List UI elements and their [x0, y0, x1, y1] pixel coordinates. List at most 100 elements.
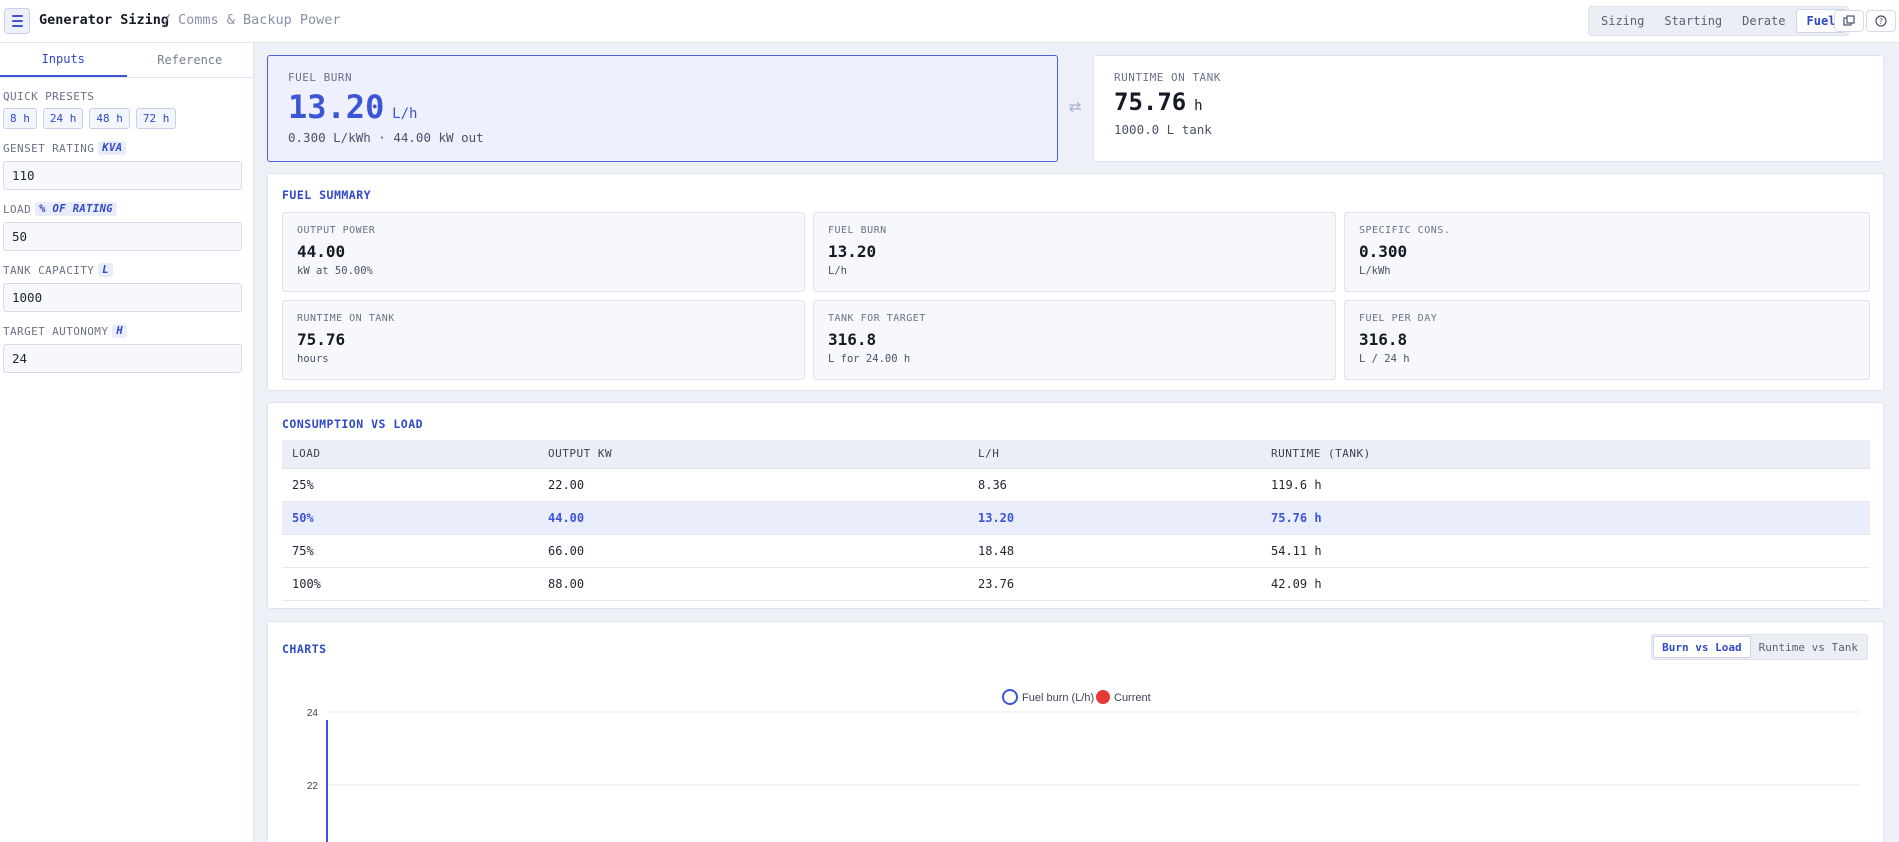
cell: 66.00 [538, 534, 968, 568]
app-header: Generator Sizing / Comms & Backup Power … [0, 0, 1899, 43]
tile-label: TANK FOR TARGET [828, 313, 926, 324]
charts-title: CHARTS [282, 642, 327, 656]
tab-reference[interactable]: Reference [157, 53, 223, 67]
preset-24h-button[interactable]: 24 h [42, 108, 84, 129]
runtime-value: 75.76 [1114, 88, 1187, 116]
tile-sub: L/kWh [1359, 265, 1391, 277]
tile-value: 316.8 [828, 330, 877, 349]
swap-icon[interactable] [1068, 101, 1082, 117]
tile-value: 0.300 [1359, 242, 1408, 261]
col-runtime: RUNTIME (TANK) [1261, 440, 1870, 469]
load-label-text: LOAD [3, 202, 32, 216]
fuel-burn-sub: 0.300 L/kWh · 44.00 kW out [288, 130, 484, 145]
charts-card: CHARTS Burn vs Load Runtime vs Tank Fuel… [267, 621, 1884, 842]
tab-starting[interactable]: Starting [1664, 14, 1723, 28]
target-autonomy-unit: H [112, 324, 128, 338]
y-tick-label: 24 [307, 708, 319, 719]
tank-capacity-input[interactable] [3, 283, 242, 312]
tile-sub: L for 24.00 h [828, 353, 911, 365]
cell: 8.36 [968, 468, 1261, 502]
chart-toggle: Burn vs Load Runtime vs Tank [1651, 634, 1868, 660]
help-icon[interactable]: ? [1866, 10, 1896, 32]
preset-8h-button[interactable]: 8 h [3, 108, 37, 129]
tile-label: RUNTIME ON TANK [297, 313, 395, 324]
breadcrumb-subtitle: Comms & Backup Power [178, 12, 341, 28]
toggle-burn-vs-load[interactable]: Burn vs Load [1653, 636, 1751, 658]
tab-inputs[interactable]: Inputs [0, 43, 127, 77]
copy-icon[interactable] [1834, 10, 1864, 32]
load-unit: % OF RATING [35, 202, 118, 216]
target-autonomy-input[interactable] [3, 344, 242, 373]
legend-fuel-burn-label: Fuel burn (L/h) [1022, 692, 1094, 704]
cell: 22.00 [538, 468, 968, 502]
tile-label: FUEL BURN [828, 225, 887, 236]
load-input[interactable] [3, 222, 242, 251]
preset-buttons: 8 h 24 h 48 h 72 h [3, 108, 250, 129]
table-row[interactable]: 25% 22.00 8.36 119.6 h [282, 468, 1870, 502]
sidebar-tabs: Inputs Reference [0, 43, 253, 78]
tile-runtime-on-tank: RUNTIME ON TANK 75.76 hours [282, 300, 805, 380]
menu-icon[interactable] [4, 8, 30, 34]
sidebar: Inputs Reference QUICK PRESETS 8 h 24 h … [0, 43, 254, 842]
target-autonomy-label-text: TARGET AUTONOMY [3, 324, 109, 338]
tab-derate[interactable]: Derate [1742, 14, 1786, 28]
legend-current-label: Current [1114, 692, 1151, 704]
legend-current-marker [1096, 690, 1110, 704]
consumption-table-wrap: LOAD OUTPUT KW L/H RUNTIME (TANK) 25% 22… [282, 440, 1870, 601]
fuel-summary-title: FUEL SUMMARY [282, 188, 372, 202]
cell: 25% [282, 468, 538, 502]
cell: 100% [282, 567, 538, 601]
tile-sub: kW at 50.00% [297, 265, 373, 277]
y-tick-label: 22 [307, 781, 319, 792]
tile-value: 13.20 [828, 242, 877, 261]
fuel-burn-unit: L/h [392, 106, 418, 122]
tile-value: 75.76 [297, 330, 346, 349]
tile-label: SPECIFIC CONS. [1359, 225, 1451, 236]
target-autonomy-label: TARGET AUTONOMY H [3, 324, 250, 338]
table-row[interactable]: 75% 66.00 18.48 54.11 h [282, 534, 1870, 568]
tank-capacity-unit: L [98, 263, 114, 277]
cell: 119.6 h [1261, 468, 1870, 502]
tile-value: 316.8 [1359, 330, 1408, 349]
toggle-runtime-vs-tank[interactable]: Runtime vs Tank [1758, 640, 1858, 654]
cell: 54.11 h [1261, 534, 1870, 568]
fuel-burn-label: FUEL BURN [288, 71, 353, 84]
tile-specific-cons: SPECIFIC CONS. 0.300 L/kWh [1344, 212, 1870, 292]
cell: 75% [282, 534, 538, 568]
consumption-card: CONSUMPTION VS LOAD LOAD OUTPUT KW L/H R… [267, 402, 1884, 609]
tile-tank-for-target: TANK FOR TARGET 316.8 L for 24.00 h [813, 300, 1336, 380]
table-row-highlighted[interactable]: 50% 44.00 13.20 75.76 h [282, 501, 1870, 535]
runtime-label: RUNTIME ON TANK [1114, 71, 1221, 84]
svg-text:?: ? [1879, 17, 1883, 26]
table-row[interactable]: 100% 88.00 23.76 42.09 h [282, 567, 1870, 601]
tank-capacity-label: TANK CAPACITY L [3, 263, 250, 277]
preset-48h-button[interactable]: 48 h [89, 108, 130, 129]
col-load: LOAD [282, 440, 538, 469]
genset-rating-label: GENSET RATING KVA [3, 141, 250, 155]
tile-sub: L/h [828, 265, 847, 277]
tile-sub: hours [297, 353, 329, 365]
genset-rating-input[interactable] [3, 161, 242, 190]
legend-fuel-burn-marker [1002, 689, 1018, 705]
tile-sub: L / 24 h [1359, 353, 1410, 365]
cell: 18.48 [968, 534, 1261, 568]
genset-rating-label-text: GENSET RATING [3, 141, 95, 155]
tile-value: 44.00 [297, 242, 346, 261]
col-lh: L/H [968, 440, 1261, 469]
cell: 23.76 [968, 567, 1261, 601]
col-output-kw: OUTPUT KW [538, 440, 968, 469]
presets-label: QUICK PRESETS [3, 90, 95, 103]
tile-fuel-per-day: FUEL PER DAY 316.8 L / 24 h [1344, 300, 1870, 380]
breadcrumb-separator: / [163, 12, 172, 28]
runtime-card: RUNTIME ON TANK 75.76 h 1000.0 L tank [1093, 55, 1884, 162]
tab-sizing[interactable]: Sizing [1601, 14, 1645, 28]
cell: 44.00 [538, 501, 968, 535]
preset-72h-button[interactable]: 72 h [135, 108, 177, 129]
burn-vs-load-chart: Fuel burn (L/h) Current 24 22 [307, 689, 1860, 842]
tank-capacity-label-text: TANK CAPACITY [3, 263, 95, 277]
cell: 50% [282, 501, 538, 535]
cell: 42.09 h [1261, 567, 1870, 601]
consumption-title: CONSUMPTION VS LOAD [282, 417, 424, 431]
app-title: Generator Sizing [39, 12, 170, 28]
tile-output-power: OUTPUT POWER 44.00 kW at 50.00% [282, 212, 805, 292]
